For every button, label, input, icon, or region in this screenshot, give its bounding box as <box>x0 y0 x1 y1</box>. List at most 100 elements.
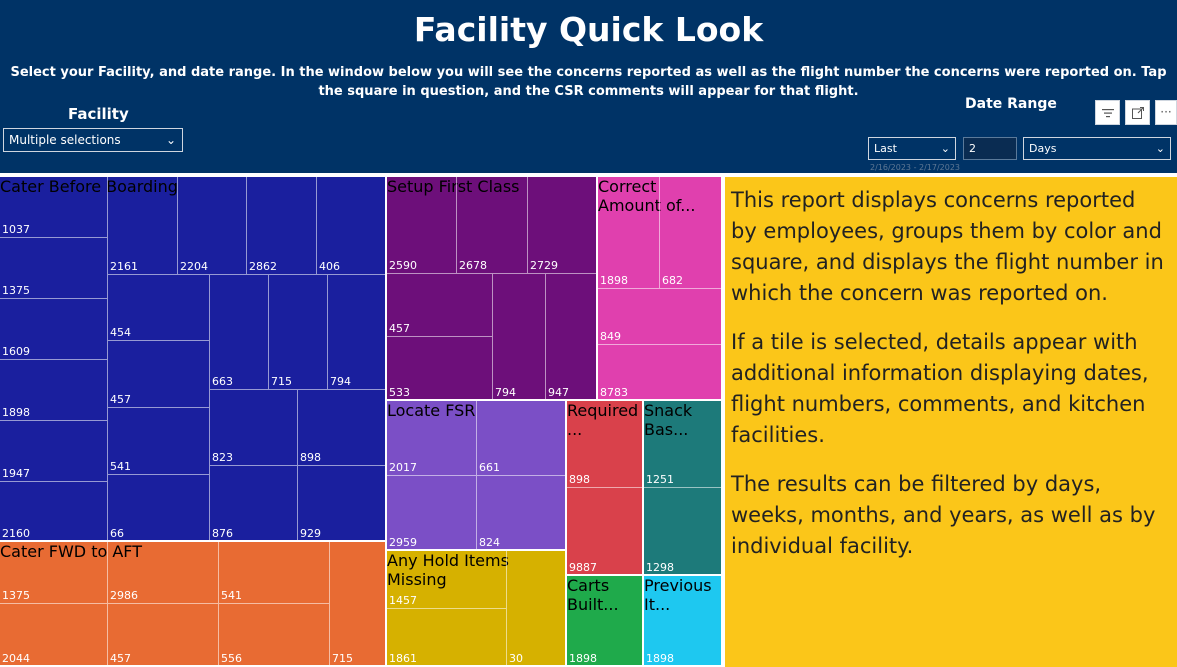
treemap-tile[interactable]: 823 <box>210 390 298 466</box>
date-range-unit-dropdown[interactable]: Days ⌄ <box>1023 137 1171 160</box>
treemap-group-label: Correct Amount of... <box>598 177 696 215</box>
treemap-group-label: Carts Built... <box>567 576 619 614</box>
treemap-group-label: Snack Bas... <box>644 401 693 439</box>
treemap-tile[interactable]: 2986 <box>108 542 219 604</box>
treemap-tile[interactable]: 66 <box>108 475 210 542</box>
treemap-tile[interactable]: 794 <box>328 275 387 390</box>
flight-number: 2862 <box>249 260 277 273</box>
flight-number: 533 <box>389 386 410 399</box>
treemap-group-lavender[interactable]: 2017 661 2959 824 Locate FSR <box>387 401 567 551</box>
flight-number: 2017 <box>389 461 417 474</box>
treemap-tile[interactable]: 406 <box>317 177 387 275</box>
treemap-tile[interactable]: 898 <box>567 401 644 488</box>
treemap-tile[interactable]: 541 <box>108 408 210 475</box>
flight-number: 2044 <box>2 652 30 665</box>
treemap-tile[interactable]: 2161 <box>108 177 178 275</box>
treemap-tile[interactable]: 2590 <box>387 177 457 274</box>
treemap-tile[interactable]: 454 <box>108 275 210 341</box>
treemap-tile[interactable]: 556 <box>219 604 330 667</box>
treemap-group-green[interactable]: 1898 Carts Built... <box>567 576 644 667</box>
date-range-count-input[interactable]: 2 <box>963 137 1017 160</box>
treemap-tile[interactable]: 30 <box>507 551 567 667</box>
treemap-tile[interactable]: 1375 <box>0 238 108 299</box>
flight-number: 457 <box>110 652 131 665</box>
treemap-tile[interactable]: 663 <box>210 275 269 390</box>
flight-number: 715 <box>332 652 353 665</box>
treemap-tile[interactable]: 2017 <box>387 401 477 476</box>
treemap-group-blue[interactable]: 1037 1375 1609 1898 1947 2160 2161 2204 2862 406 4… <box>0 177 387 542</box>
facility-selected-value: Multiple selections <box>9 133 121 147</box>
treemap-tile[interactable]: 1298 <box>644 488 723 576</box>
treemap-group-label: Setup First Class <box>387 177 520 196</box>
treemap-tile[interactable]: 1947 <box>0 421 108 482</box>
flight-number: 457 <box>389 322 410 335</box>
treemap-group-label: Any Hold Items Missing <box>387 551 509 589</box>
treemap-tile[interactable]: 1898 <box>567 576 644 667</box>
flight-number: 929 <box>300 527 321 540</box>
treemap-tile[interactable]: 457 <box>387 274 493 337</box>
treemap-tile[interactable]: 457 <box>108 604 219 667</box>
flight-number: 947 <box>548 386 569 399</box>
treemap-group-gold[interactable]: 1457 1861 30 Any Hold Items Missing <box>387 551 567 667</box>
treemap-tile[interactable]: 2204 <box>178 177 247 275</box>
more-options-icon[interactable]: ··· <box>1155 100 1177 125</box>
flight-number: 1898 <box>600 274 628 287</box>
treemap-tile[interactable]: 929 <box>298 466 387 542</box>
treemap-group-red[interactable]: 898 9887 Required ... <box>567 401 644 576</box>
treemap-tile[interactable]: 2044 <box>0 604 108 667</box>
flight-number: 457 <box>110 393 131 406</box>
treemap-tile[interactable]: 2160 <box>0 482 108 542</box>
page-title: Facility Quick Look <box>413 10 764 49</box>
treemap-tile[interactable]: 2678 <box>457 177 528 274</box>
treemap-group-orange[interactable]: 1375 2986 541 2044 457 556 715 Cater FWD to AFT <box>0 542 387 667</box>
treemap-tile[interactable]: 947 <box>546 274 598 401</box>
filter-icon[interactable] <box>1095 100 1120 125</box>
treemap-tile[interactable]: 2729 <box>528 177 598 274</box>
header-separator <box>0 173 1177 177</box>
treemap-tile[interactable]: 1898 <box>0 360 108 421</box>
treemap-tile[interactable]: 1037 <box>0 177 108 238</box>
treemap-tile[interactable]: 1861 <box>387 609 507 667</box>
flight-number: 824 <box>479 536 500 549</box>
treemap-tile[interactable]: 1251 <box>644 401 723 488</box>
treemap-tile[interactable]: 794 <box>493 274 546 401</box>
focus-mode-icon[interactable] <box>1125 100 1150 125</box>
treemap-tile[interactable]: 715 <box>269 275 328 390</box>
treemap-group-teal[interactable]: 1251 1298 Snack Bas... <box>644 401 723 576</box>
treemap-tile[interactable]: 9887 <box>567 488 644 576</box>
flight-number: 2729 <box>530 259 558 272</box>
treemap-tile[interactable]: 1457 <box>387 551 507 609</box>
facility-dropdown[interactable]: Multiple selections ⌄ <box>3 128 183 152</box>
chevron-down-icon: ⌄ <box>165 133 176 147</box>
chevron-down-icon: ⌄ <box>1155 142 1165 155</box>
treemap-tile[interactable]: 876 <box>210 466 298 542</box>
treemap-tile[interactable]: 715 <box>330 542 387 667</box>
treemap-tile[interactable]: 8783 <box>598 345 723 401</box>
date-range-mode-dropdown[interactable]: Last ⌄ <box>868 137 956 160</box>
treemap-tile[interactable]: 661 <box>477 401 567 476</box>
treemap-tile[interactable]: 849 <box>598 289 723 345</box>
page-subtitle: Select your Facility, and date range. In… <box>10 65 1167 99</box>
treemap-tile[interactable]: 682 <box>660 177 723 289</box>
treemap-tile[interactable]: 541 <box>219 542 330 604</box>
treemap-tile[interactable]: 1609 <box>0 299 108 360</box>
treemap-tile[interactable]: 457 <box>108 341 210 408</box>
treemap-tile[interactable]: 2959 <box>387 476 477 551</box>
treemap-tile[interactable]: 1375 <box>0 542 108 604</box>
treemap-tile[interactable]: 1898 <box>598 177 660 289</box>
treemap-group-purple[interactable]: 2590 2678 2729 457 533 794 947 Setup First Clas… <box>387 177 598 401</box>
treemap-tile[interactable]: 824 <box>477 476 567 551</box>
treemap-group-label: Cater FWD to AFT <box>0 542 142 561</box>
treemap-tile[interactable]: 1898 <box>644 576 723 667</box>
flight-number: 1898 <box>646 652 674 665</box>
flight-number: 541 <box>221 589 242 602</box>
treemap-group-label: Previous It... <box>644 576 712 614</box>
treemap-tile[interactable]: 533 <box>387 337 493 401</box>
treemap-group-cyan[interactable]: 1898 Previous It... <box>644 576 723 667</box>
flight-number: 1457 <box>389 594 417 607</box>
flight-number: 2678 <box>459 259 487 272</box>
concerns-treemap[interactable]: 1037 1375 1609 1898 1947 2160 2161 2204 2862 406 4… <box>0 177 723 667</box>
treemap-tile[interactable]: 2862 <box>247 177 317 275</box>
treemap-group-pink[interactable]: 1898 682 849 8783 Correct Amount of... <box>598 177 723 401</box>
treemap-tile[interactable]: 898 <box>298 390 387 466</box>
